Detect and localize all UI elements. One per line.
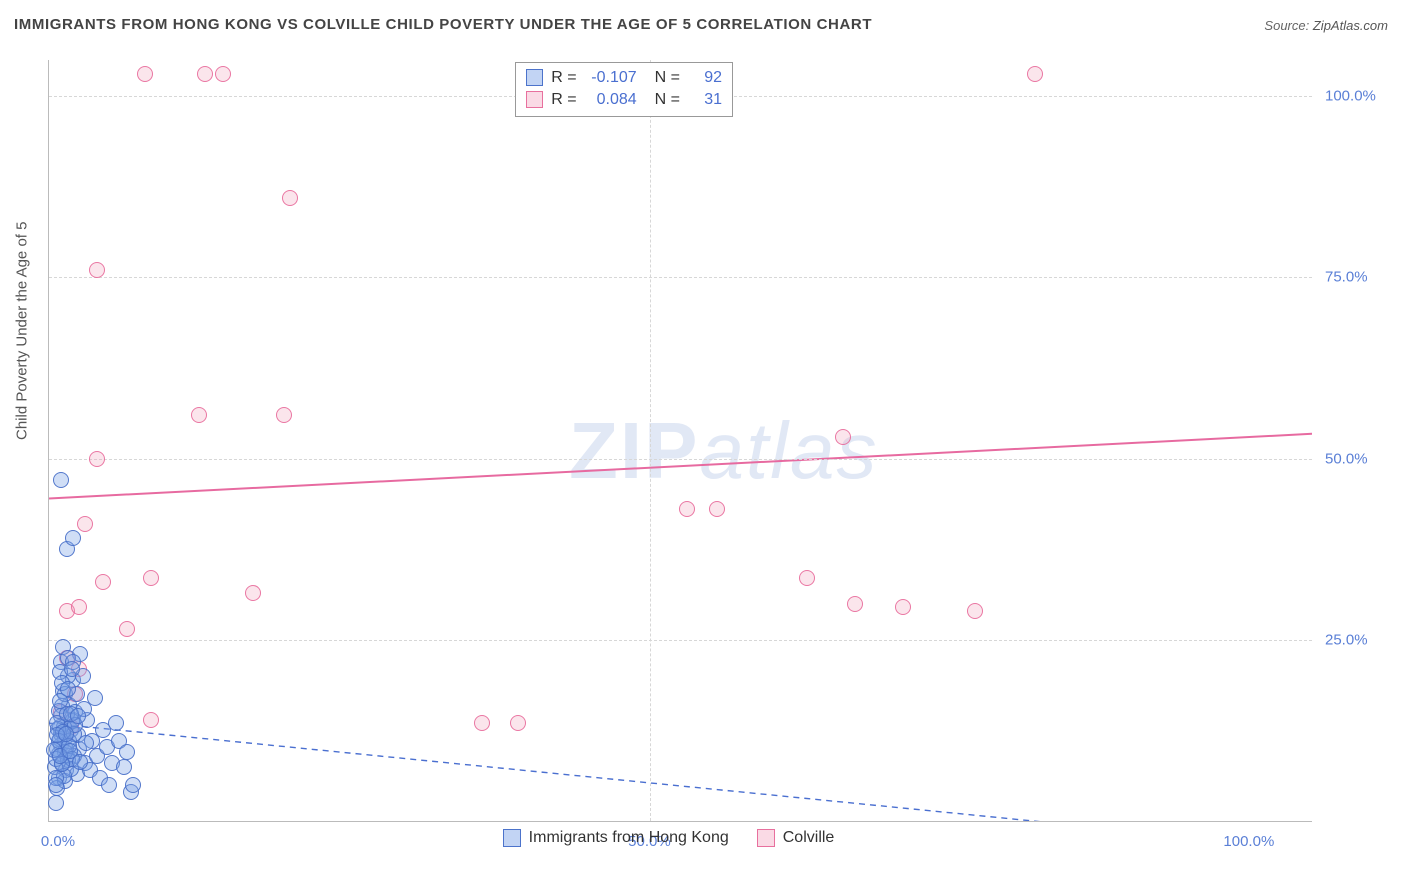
source-value: ZipAtlas.com <box>1313 18 1388 33</box>
plot-area: ZIPatlas <box>48 60 1312 822</box>
data-point <box>137 66 153 82</box>
trend-line <box>49 434 1312 499</box>
data-point <box>245 585 261 601</box>
data-point <box>48 795 64 811</box>
data-point <box>1027 66 1043 82</box>
x-tick-label: 0.0% <box>41 833 75 850</box>
data-point <box>58 726 74 742</box>
stats-row: R = 0.084 N = 31 <box>526 89 722 111</box>
stats-n-label: N = <box>655 89 680 111</box>
chart-title: IMMIGRANTS FROM HONG KONG VS COLVILLE CH… <box>14 16 872 33</box>
data-point <box>119 744 135 760</box>
gridline-horizontal <box>49 640 1312 641</box>
data-point <box>895 599 911 615</box>
data-point <box>89 262 105 278</box>
y-tick-label: 25.0% <box>1325 631 1368 648</box>
y-tick-label: 50.0% <box>1325 450 1368 467</box>
stats-row: R = -0.107 N = 92 <box>526 67 722 89</box>
data-point <box>510 715 526 731</box>
legend: Immigrants from Hong Kong Colville <box>503 829 835 847</box>
stats-n-value: 92 <box>692 67 722 89</box>
gridline-vertical <box>650 60 651 821</box>
data-point <box>847 596 863 612</box>
data-point <box>835 429 851 445</box>
legend-item: Colville <box>757 829 835 847</box>
y-tick-label: 100.0% <box>1325 88 1376 105</box>
data-point <box>119 621 135 637</box>
data-point <box>78 735 94 751</box>
gridline-horizontal <box>49 277 1312 278</box>
data-point <box>276 407 292 423</box>
data-point <box>53 472 69 488</box>
legend-swatch <box>757 829 775 847</box>
data-point <box>95 574 111 590</box>
gridline-horizontal <box>49 459 1312 460</box>
data-point <box>65 530 81 546</box>
watermark: ZIPatlas <box>569 405 878 497</box>
stats-r-label: R = <box>551 67 576 89</box>
watermark-part-b: atlas <box>699 406 878 495</box>
data-point <box>143 570 159 586</box>
data-point <box>143 712 159 728</box>
data-point <box>215 66 231 82</box>
data-point <box>116 759 132 775</box>
stats-n-value: 31 <box>692 89 722 111</box>
data-point <box>48 777 64 793</box>
legend-label: Colville <box>783 829 835 847</box>
data-point <box>191 407 207 423</box>
data-point <box>60 681 76 697</box>
watermark-part-a: ZIP <box>569 406 699 495</box>
data-point <box>101 777 117 793</box>
stats-r-value: 0.084 <box>589 89 637 111</box>
data-point <box>77 516 93 532</box>
legend-swatch <box>526 91 543 108</box>
data-point <box>197 66 213 82</box>
data-point <box>108 715 124 731</box>
source-label: Source: <box>1264 18 1309 33</box>
data-point <box>64 661 80 677</box>
trend-line <box>49 723 1312 821</box>
data-point <box>709 501 725 517</box>
y-axis-label: Child Poverty Under the Age of 5 <box>14 222 31 440</box>
data-point <box>679 501 695 517</box>
stats-box: R = -0.107 N = 92 R = 0.084 N = 31 <box>515 62 733 117</box>
data-point <box>89 451 105 467</box>
legend-item: Immigrants from Hong Kong <box>503 829 729 847</box>
stats-r-value: -0.107 <box>589 67 637 89</box>
legend-swatch <box>526 69 543 86</box>
trend-lines-overlay <box>49 60 1312 821</box>
stats-r-label: R = <box>551 89 576 111</box>
source-credit: Source: ZipAtlas.com <box>1264 18 1388 33</box>
data-point <box>70 708 86 724</box>
stats-n-label: N = <box>655 67 680 89</box>
data-point <box>967 603 983 619</box>
data-point <box>71 599 87 615</box>
data-point <box>799 570 815 586</box>
y-tick-label: 75.0% <box>1325 269 1368 286</box>
data-point <box>474 715 490 731</box>
data-point <box>282 190 298 206</box>
legend-label: Immigrants from Hong Kong <box>529 829 729 847</box>
x-tick-label: 100.0% <box>1223 833 1274 850</box>
legend-swatch <box>503 829 521 847</box>
data-point <box>125 777 141 793</box>
data-point <box>62 743 78 759</box>
